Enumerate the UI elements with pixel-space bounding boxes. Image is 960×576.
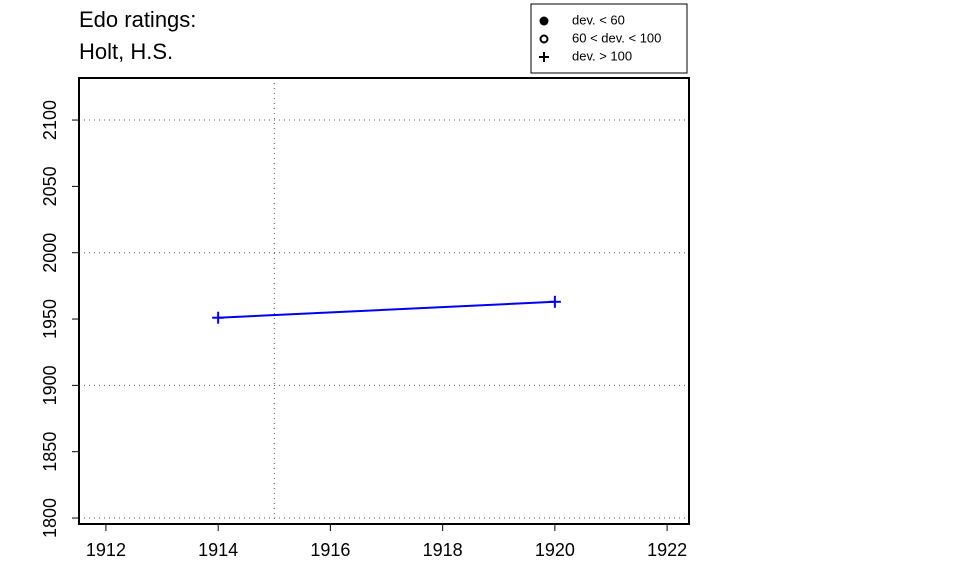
- series-line: [218, 300, 555, 319]
- x-tick-label: 1918: [423, 540, 463, 560]
- legend-label: dev. > 100: [572, 48, 632, 63]
- y-tick-label: 1900: [40, 365, 60, 405]
- y-tick-label: 1850: [40, 432, 60, 472]
- x-tick-label: 1914: [198, 540, 238, 560]
- x-tick-label: 1920: [535, 540, 575, 560]
- marker-plus: [212, 311, 225, 324]
- y-tick-label: 2050: [40, 166, 60, 206]
- marker-plus: [548, 295, 561, 308]
- x-tick-label: 1916: [310, 540, 350, 560]
- plot-frame: [78, 77, 690, 525]
- y-tick-label: 1800: [40, 498, 60, 538]
- legend-box: [530, 3, 688, 74]
- legend-label: 60 < dev. < 100: [572, 30, 661, 45]
- y-tick-label: 2100: [40, 100, 60, 140]
- marker-filled-circle: [539, 16, 549, 26]
- marker-open-circle: [539, 34, 549, 44]
- chart-title: Edo ratings:: [79, 7, 196, 32]
- y-tick-label: 1950: [40, 299, 60, 339]
- legend-label: dev. < 60: [572, 12, 625, 27]
- chart-subtitle: Holt, H.S.: [79, 39, 173, 64]
- x-tick-label: 1912: [86, 540, 126, 560]
- marker-plus: [539, 52, 549, 62]
- y-tick-label: 2000: [40, 233, 60, 273]
- x-tick-label: 1922: [647, 540, 687, 560]
